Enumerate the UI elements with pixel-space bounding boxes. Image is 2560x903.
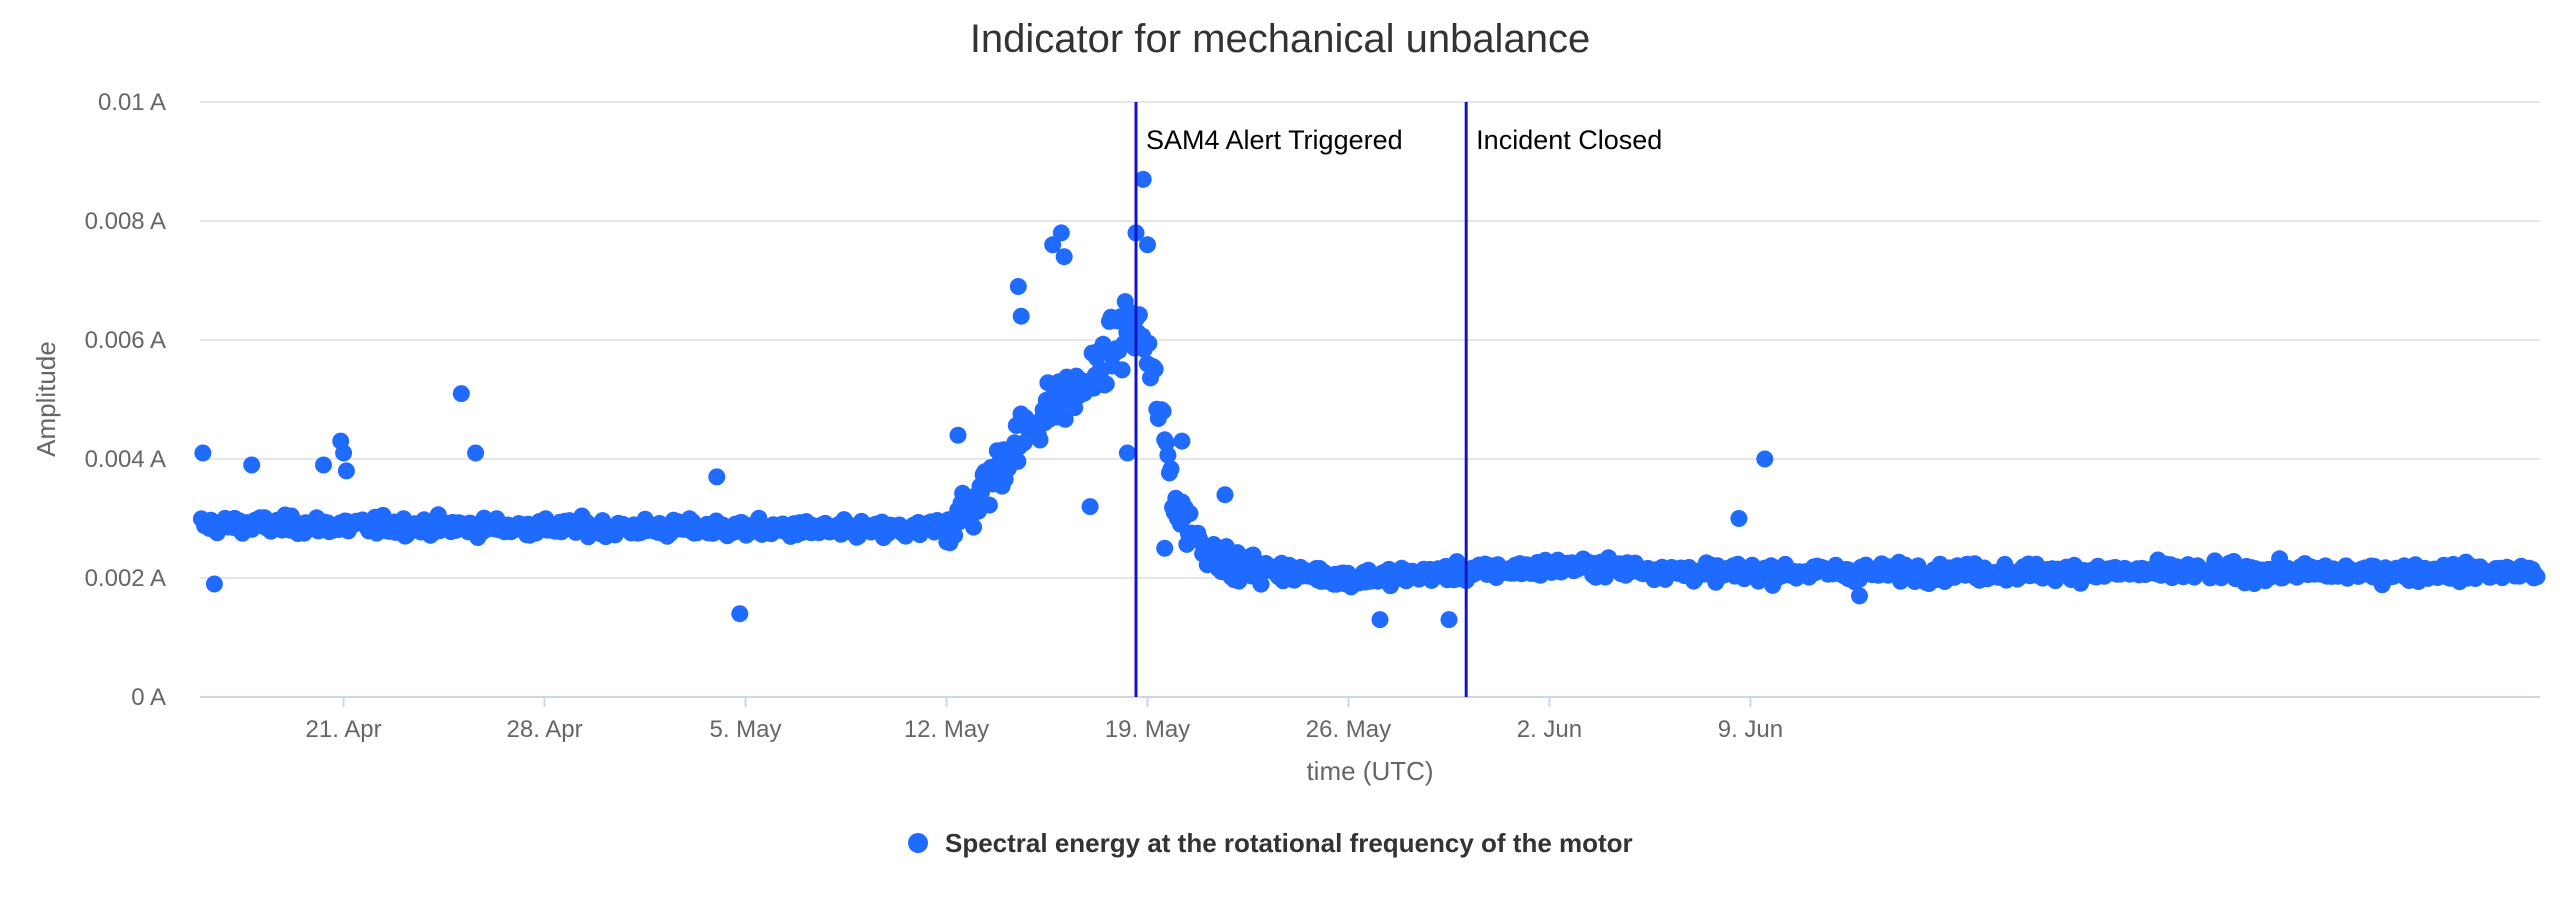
data-point: [980, 496, 998, 514]
data-point: [1140, 334, 1158, 352]
data-point: [1756, 450, 1774, 468]
data-point: [1154, 402, 1172, 420]
data-point: [467, 444, 485, 462]
y-tick-label: 0.004 A: [85, 446, 166, 473]
data-point: [1009, 452, 1027, 470]
data-point: [1134, 170, 1152, 188]
data-point: [1146, 360, 1164, 378]
x-tick-label: 21. Apr: [306, 716, 382, 743]
data-point: [949, 426, 967, 444]
data-point: [946, 526, 964, 544]
chart-title: Indicator for mechanical unbalance: [970, 17, 1590, 61]
data-point: [1851, 587, 1868, 605]
legend-label: Spectral energy at the rotational freque…: [945, 828, 1633, 858]
x-axis-title: time (UTC): [1306, 756, 1433, 786]
data-point: [1118, 444, 1136, 462]
annotation-label: SAM4 Alert Triggered: [1146, 125, 1403, 155]
data-point: [335, 444, 353, 462]
data-point: [1052, 224, 1070, 242]
data-point: [1730, 510, 1748, 527]
data-point: [1081, 498, 1099, 516]
gridlines: [200, 101, 2540, 579]
data-point: [337, 462, 355, 480]
data-point: [2528, 568, 2546, 586]
data-point: [1097, 375, 1115, 393]
data-point: [1056, 410, 1074, 428]
data-point: [1371, 611, 1389, 629]
x-tick-label: 26. May: [1306, 716, 1391, 743]
scatter-points: [192, 170, 2546, 629]
data-point: [1181, 505, 1199, 522]
data-point: [1216, 486, 1234, 504]
data-point: [1009, 278, 1027, 295]
data-point: [205, 575, 223, 593]
x-tick-label: 19. May: [1105, 716, 1190, 743]
plot-lines: SAM4 Alert Triggered Incident Closed: [1134, 102, 1662, 697]
data-point: [1031, 431, 1049, 449]
legend[interactable]: Spectral energy at the rotational freque…: [908, 828, 1633, 858]
y-tick-label: 0 A: [131, 684, 166, 711]
x-tick-label: 2. Jun: [1517, 716, 1582, 743]
data-point: [1162, 460, 1180, 478]
data-point: [1113, 361, 1131, 379]
x-tick-label: 5. May: [710, 716, 782, 743]
data-point: [1159, 446, 1177, 464]
data-point: [731, 605, 749, 623]
y-tick-label: 0.002 A: [85, 565, 166, 592]
data-point: [194, 444, 212, 462]
data-point: [1130, 306, 1148, 324]
data-point: [1252, 575, 1270, 593]
data-point: [1012, 307, 1030, 325]
data-point: [965, 518, 983, 536]
data-point: [315, 456, 332, 474]
annotation-label: Incident Closed: [1476, 125, 1662, 155]
y-tick-label: 0.008 A: [85, 208, 166, 235]
data-point: [708, 468, 726, 486]
y-axis-title: Amplitude: [31, 341, 61, 457]
legend-marker: [908, 833, 928, 853]
y-tick-label: 0.01 A: [98, 89, 166, 116]
data-point: [1440, 611, 1458, 629]
y-axis-ticks: 0 A 0.002 A 0.004 A 0.006 A 0.008 A 0.01 A: [85, 89, 166, 711]
data-point: [1044, 236, 1062, 254]
x-tick-label: 12. May: [904, 716, 989, 743]
data-point: [1139, 236, 1156, 254]
data-point: [452, 385, 470, 403]
data-point: [1156, 539, 1174, 557]
y-tick-label: 0.006 A: [85, 327, 166, 354]
x-tick-label: 9. Jun: [1718, 716, 1783, 743]
x-axis-ticks: 21. Apr 28. Apr 5. May 12. May 19. May 26. Ma…: [306, 697, 1783, 743]
data-point: [243, 456, 261, 474]
data-point: [1173, 432, 1191, 450]
x-tick-label: 28. Apr: [507, 716, 583, 743]
data-point: [1055, 248, 1073, 266]
